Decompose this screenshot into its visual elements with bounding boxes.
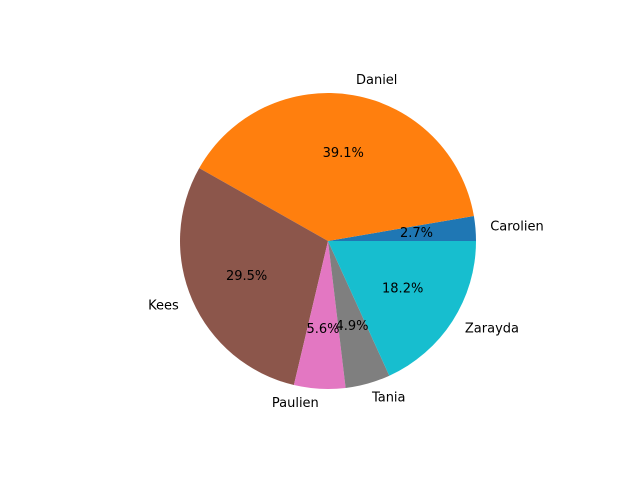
- pie-slice-daniel: [199, 92, 474, 241]
- pie-slice-kees: [180, 168, 328, 386]
- slice-percent-kees: 29.5%: [226, 269, 267, 284]
- slice-label-kees: Kees: [148, 299, 179, 314]
- slice-percent-daniel: 39.1%: [323, 146, 364, 161]
- slice-label-paulien: Paulien: [272, 396, 319, 411]
- slice-percent-paulien: 5.6%: [306, 322, 339, 337]
- pie-slice-zarayda: [328, 241, 476, 376]
- slice-label-zarayda: Zarayda: [465, 322, 519, 337]
- pie-slice-paulien: [293, 241, 346, 389]
- slice-percent-carolien: 2.7%: [400, 226, 433, 241]
- slice-label-daniel: Daniel: [356, 73, 397, 88]
- pie-labels: Carolien 2.7% Daniel 39.1% Kees 29.5% Paulien 5…: [148, 73, 544, 411]
- pie-slice-carolien: [328, 216, 476, 241]
- slice-label-tania: Tania: [371, 390, 406, 405]
- slice-percent-tania: 4.9%: [335, 319, 368, 334]
- slice-percent-zarayda: 18.2%: [382, 282, 423, 297]
- slice-label-carolien: Carolien: [490, 220, 544, 235]
- pie-slices: [180, 92, 476, 389]
- pie-slice-tania: [328, 241, 390, 388]
